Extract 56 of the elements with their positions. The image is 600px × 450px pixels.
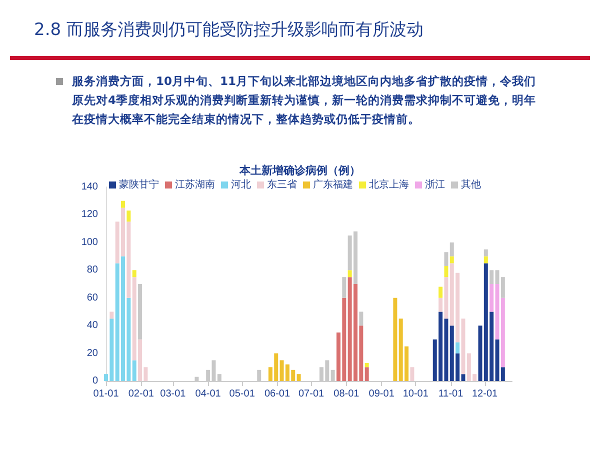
- bar: [132, 360, 136, 381]
- bar: [138, 284, 142, 340]
- x-tick-label: 09-01: [368, 388, 395, 400]
- legend-label: 江苏湖南: [175, 178, 215, 190]
- y-tick-label: 100: [81, 236, 98, 248]
- x-tick-label: 04-01: [195, 388, 222, 400]
- bar: [490, 284, 494, 312]
- legend-label: 东三省: [267, 178, 297, 190]
- x-tick-label: 03-01: [160, 388, 186, 400]
- x-tick-label: 07-01: [298, 388, 324, 400]
- y-tick-label: 40: [86, 320, 98, 332]
- bar: [444, 266, 448, 278]
- y-tick-label: 20: [86, 348, 98, 359]
- bar: [393, 298, 398, 381]
- bar: [410, 367, 414, 381]
- bar: [450, 256, 454, 264]
- x-tick-label: 06-01: [264, 388, 290, 400]
- text: 本土新增确诊病例（例）: [238, 163, 362, 178]
- bar: [110, 312, 114, 319]
- chart-subtitle: 服务消费方面，10月中旬、11月下旬以来北部边境地区向内地多省扩散的疫情，令我们原先对4季度相对乐观的消费判断重新转为谨慎，新一轮的消费需求抑制不可避免，明年在疫情大概率不能完全结束的情况下，整体趋势或仍低于疫情前。: [72, 73, 538, 128]
- x-tick-label: 11-01: [438, 388, 464, 400]
- bar: [342, 277, 346, 298]
- legend-label: 其他: [461, 178, 481, 190]
- bar: [296, 374, 301, 381]
- bar: [364, 367, 369, 381]
- legend-label: 北京上海: [369, 178, 409, 190]
- bar: [444, 252, 448, 266]
- y-tick-label: 80: [86, 264, 98, 276]
- bar: [484, 256, 488, 264]
- bar: [132, 270, 136, 278]
- bar: [490, 270, 494, 284]
- legend-label: 河北: [231, 178, 251, 190]
- x-tick-label: 01-01: [93, 388, 120, 400]
- x-tick-label: 05-01: [229, 388, 256, 400]
- legend-label: 浙江: [425, 178, 445, 190]
- bar: [450, 242, 454, 256]
- bar: [438, 286, 443, 298]
- bar: [478, 326, 482, 381]
- y-tick-label: 0: [92, 376, 98, 386]
- y-tick-label: 120: [81, 209, 98, 220]
- x-tick-label: 10-01: [402, 388, 429, 400]
- bar: [359, 312, 364, 326]
- bar: [348, 270, 352, 278]
- legend-label: 蒙陕甘宁: [119, 178, 159, 190]
- chart-title: 2.8 而服务消费则仍可能受防控升级影响而有所波动: [34, 19, 424, 41]
- bar: [456, 342, 460, 354]
- bar: [364, 362, 369, 368]
- bar: [126, 210, 131, 222]
- bar: [121, 200, 126, 208]
- bar: [484, 249, 488, 256]
- x-tick-label: 12-01: [472, 388, 498, 400]
- legend-label: 广东福建: [313, 178, 353, 190]
- y-tick-label: 60: [86, 292, 98, 304]
- x-tick-label: 08-01: [334, 388, 360, 400]
- y-tick-label: 140: [81, 182, 98, 192]
- x-tick-label: 02-01: [128, 388, 154, 400]
